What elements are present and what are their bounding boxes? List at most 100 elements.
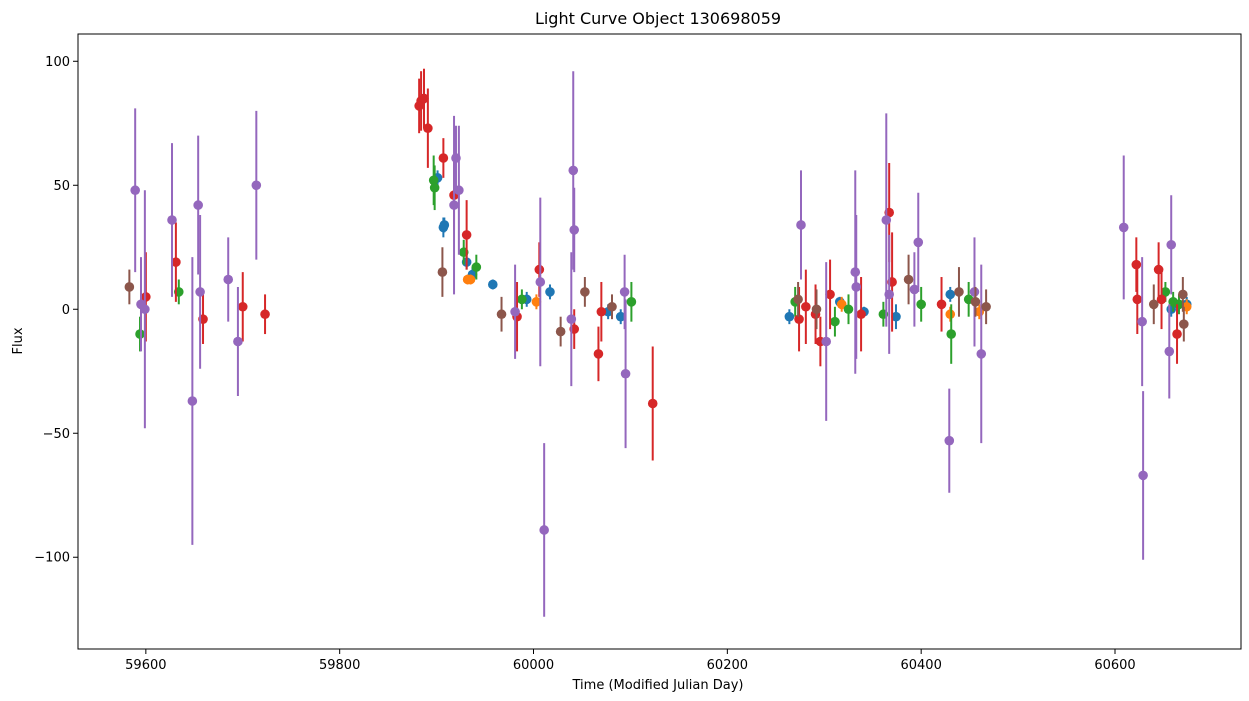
data-point (954, 287, 964, 297)
plot-area (124, 68, 1192, 617)
data-point (851, 282, 862, 292)
data-point (607, 301, 617, 312)
data-point (1156, 294, 1167, 305)
data-point (496, 309, 507, 320)
x-tick-label: 60400 (900, 658, 941, 673)
data-point (801, 301, 811, 312)
data-point (545, 287, 555, 297)
x-tick-label: 59800 (319, 658, 360, 673)
data-point (836, 299, 847, 310)
y-tick-label: 100 (45, 55, 70, 70)
x-tick-label: 60000 (513, 658, 554, 673)
data-point (1131, 259, 1142, 270)
data-point (1118, 222, 1129, 233)
data-point (1172, 329, 1182, 339)
data-point (531, 297, 542, 307)
data-point (913, 237, 924, 248)
data-point (793, 294, 803, 305)
data-point (811, 304, 822, 315)
data-point (884, 289, 894, 300)
y-tick-label: 0 (62, 303, 70, 318)
data-point (517, 294, 527, 305)
data-point (428, 175, 439, 186)
data-point (251, 180, 262, 191)
data-point (1164, 346, 1175, 357)
data-point (976, 349, 987, 359)
data-point (856, 309, 866, 320)
y-axis-label: Flux (11, 327, 26, 354)
data-point (471, 262, 482, 272)
data-point (569, 225, 580, 235)
data-point (437, 267, 448, 277)
data-point (124, 282, 135, 292)
data-point (1148, 299, 1159, 310)
data-point (555, 326, 566, 337)
data-point (850, 267, 861, 277)
series-5 (130, 71, 1177, 617)
data-point (1179, 319, 1189, 329)
data-point (171, 257, 181, 267)
data-point (488, 279, 498, 290)
data-point (535, 277, 546, 287)
plot-frame (77, 33, 1242, 650)
data-point (1153, 264, 1164, 275)
data-point (825, 289, 835, 300)
data-point (946, 329, 957, 339)
data-point (454, 185, 464, 196)
data-point (130, 185, 140, 196)
data-point (233, 336, 243, 347)
data-point (167, 215, 177, 225)
series-6 (124, 247, 1189, 347)
data-point (429, 182, 440, 193)
data-point (620, 368, 631, 379)
x-tick-label: 59600 (125, 658, 166, 673)
data-point (970, 297, 981, 307)
chart-title: Light Curve Object 130698059 (535, 9, 781, 28)
x-tick-label: 60200 (707, 658, 748, 673)
data-point (539, 525, 549, 535)
data-point (187, 396, 198, 406)
x-tick-label: 60600 (1094, 658, 1135, 673)
data-point (881, 215, 892, 225)
data-point (1178, 289, 1188, 300)
data-point (593, 349, 604, 359)
data-point (981, 301, 991, 312)
data-point (794, 314, 804, 324)
y-axis: −100 −50 0 50 100 (34, 55, 78, 566)
data-point (944, 435, 955, 446)
data-point (1166, 239, 1177, 250)
data-point (1132, 294, 1143, 305)
data-point (936, 299, 947, 310)
data-point (796, 220, 806, 230)
data-point (439, 220, 450, 230)
data-point (568, 165, 579, 176)
x-axis: 59600 59800 60000 60200 60400 60600 (125, 649, 1136, 673)
data-point (615, 311, 626, 322)
data-point (465, 274, 476, 285)
data-point (596, 306, 607, 317)
data-point (626, 297, 637, 307)
data-point (821, 336, 831, 347)
y-tick-label: −50 (43, 427, 70, 442)
data-point (419, 93, 429, 104)
data-point (647, 398, 658, 409)
data-point (449, 200, 459, 210)
data-point (510, 306, 520, 317)
data-point (1160, 287, 1171, 297)
data-point (1138, 470, 1148, 481)
data-point (451, 153, 461, 163)
data-point (223, 274, 234, 285)
y-tick-label: −100 (34, 551, 70, 566)
data-point (830, 316, 840, 327)
data-point (237, 301, 248, 312)
data-point (193, 200, 203, 210)
data-point (891, 311, 901, 322)
data-point (784, 311, 795, 322)
data-point (909, 284, 920, 295)
data-point (903, 274, 914, 285)
data-point (619, 287, 630, 297)
data-point (945, 289, 956, 300)
data-point (566, 314, 577, 324)
